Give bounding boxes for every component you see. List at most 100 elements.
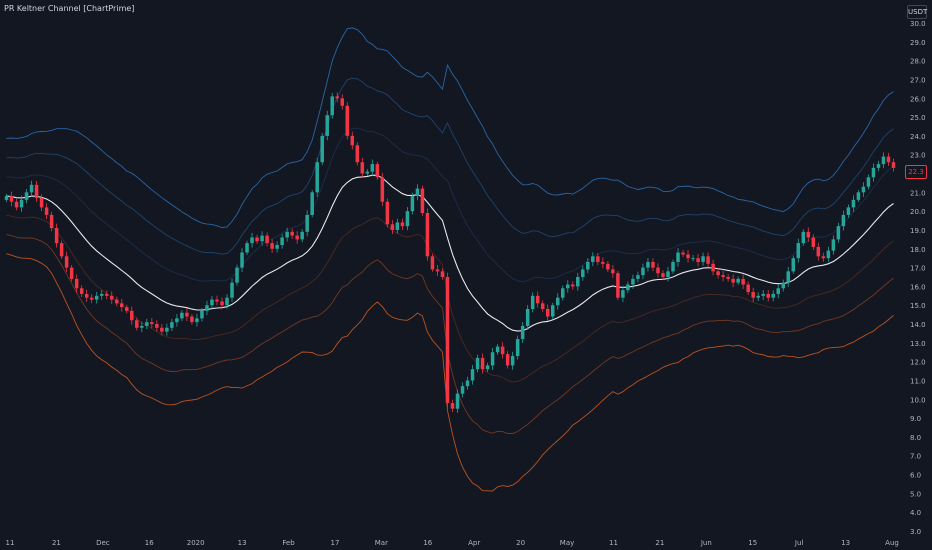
candle <box>325 110 329 141</box>
candle-body <box>676 252 680 262</box>
candle <box>34 180 39 202</box>
candle-body <box>395 222 400 230</box>
candle-body <box>696 258 700 262</box>
candle <box>671 259 675 274</box>
x-tick-label: 15 <box>748 539 757 547</box>
candle-body <box>816 246 821 257</box>
candle <box>726 274 730 282</box>
candle-body <box>856 192 861 200</box>
candle-body <box>656 267 660 274</box>
candle <box>315 157 319 197</box>
candle <box>776 284 780 299</box>
y-tick-label: 8.0 <box>910 434 921 442</box>
candle <box>125 304 129 314</box>
candle-body <box>425 213 430 257</box>
candle-body <box>160 327 164 332</box>
candle <box>621 285 625 303</box>
candle-body <box>525 308 530 326</box>
candle <box>145 318 149 330</box>
candle <box>114 296 119 307</box>
x-tick-label: Mar <box>375 539 388 547</box>
candle <box>330 92 334 119</box>
candle-body <box>505 354 510 366</box>
candle-body <box>781 282 786 289</box>
candle <box>606 261 610 273</box>
candle <box>305 210 309 237</box>
candle <box>4 193 9 203</box>
candle <box>656 263 660 278</box>
candle <box>696 254 700 267</box>
candle <box>485 362 490 372</box>
x-tick-label: Aug <box>885 539 899 547</box>
candle <box>240 248 244 273</box>
candle <box>505 351 510 369</box>
y-tick-label: 29.0 <box>910 39 926 47</box>
band-lower_1 <box>6 214 894 383</box>
candle <box>545 304 550 321</box>
candle-body <box>385 201 390 225</box>
candle <box>99 289 104 300</box>
candle <box>576 272 580 291</box>
candle <box>225 294 229 309</box>
candle <box>235 264 239 286</box>
candle-body <box>811 237 816 247</box>
candle-body <box>490 352 495 366</box>
candle-body <box>711 263 715 272</box>
candle-body <box>340 98 345 106</box>
candle-body <box>54 228 59 244</box>
candle-body <box>440 271 445 277</box>
indicator-title: PR Keltner Channel [ChartPrime] <box>4 4 135 13</box>
y-tick-label: 9.0 <box>910 415 921 423</box>
y-tick-label: 17.0 <box>910 265 926 273</box>
candle-body <box>69 267 74 279</box>
candle <box>450 399 455 413</box>
y-tick-label: 23.0 <box>910 152 926 160</box>
candle-body <box>150 322 154 325</box>
candle <box>490 347 495 370</box>
candle-body <box>405 211 410 227</box>
y-tick-label: 6.0 <box>910 472 921 480</box>
x-tick-label: 11 <box>609 539 618 547</box>
x-tick-label: 16 <box>145 539 154 547</box>
candle-body <box>455 393 460 409</box>
candle <box>165 323 169 336</box>
candle <box>220 297 224 310</box>
candle-body <box>109 295 114 300</box>
candle <box>756 292 760 302</box>
candle-body <box>631 278 635 285</box>
candle <box>9 191 14 207</box>
candle <box>24 188 29 204</box>
candle-body <box>671 261 675 272</box>
candle-body <box>400 222 405 227</box>
candle-body <box>34 184 39 198</box>
candle <box>195 313 199 327</box>
candle-body <box>330 96 334 116</box>
candle <box>340 94 345 110</box>
y-tick-label: 25.0 <box>910 114 926 122</box>
currency-label[interactable]: USDT <box>907 5 927 19</box>
candle-body <box>535 295 540 304</box>
candle <box>560 285 565 301</box>
candle <box>360 157 365 178</box>
candle <box>275 241 279 253</box>
candle <box>586 258 590 274</box>
band-upper_3 <box>6 27 894 228</box>
x-tick-label: Dec <box>96 539 110 547</box>
candle-body <box>280 237 284 246</box>
candle-body <box>756 295 760 298</box>
candle <box>465 376 470 390</box>
candle-body <box>44 207 49 215</box>
y-tick-label: 4.0 <box>910 509 921 517</box>
candle-body <box>666 271 670 277</box>
candle <box>385 198 390 228</box>
candle-body <box>49 214 54 229</box>
candle <box>280 233 284 249</box>
y-tick-label: 30.0 <box>910 20 926 28</box>
candle <box>741 274 745 290</box>
candle-body <box>691 258 695 260</box>
candle <box>846 204 851 218</box>
candle <box>771 290 775 302</box>
candle-body <box>596 256 600 262</box>
candle-body <box>485 365 490 370</box>
